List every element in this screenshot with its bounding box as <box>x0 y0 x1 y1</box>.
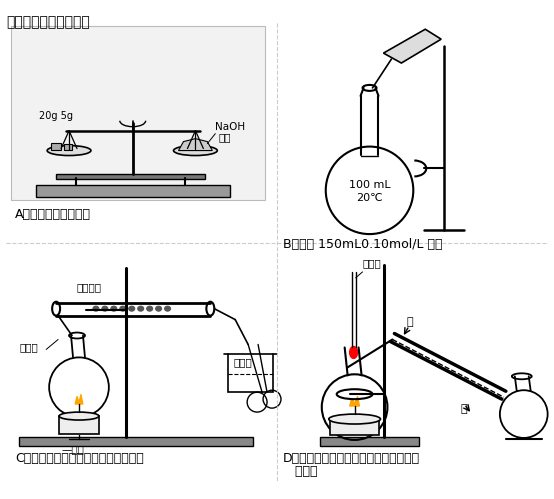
Text: 下列实验操作正确的是: 下列实验操作正确的是 <box>6 15 90 29</box>
Text: 还原铁粉: 还原铁粉 <box>76 282 101 292</box>
Bar <box>19 437 253 446</box>
Bar <box>36 185 230 197</box>
Bar <box>51 143 61 150</box>
Ellipse shape <box>47 146 91 156</box>
Text: NaOH: NaOH <box>216 122 245 132</box>
Bar <box>330 419 379 435</box>
Text: B．配制 150mL0.10mol/L 盐酸: B．配制 150mL0.10mol/L 盐酸 <box>283 238 443 251</box>
Ellipse shape <box>111 306 117 311</box>
Ellipse shape <box>350 346 357 358</box>
Text: 水: 水 <box>406 316 413 326</box>
Polygon shape <box>178 139 212 151</box>
Ellipse shape <box>120 306 126 311</box>
Bar <box>59 416 99 434</box>
Text: 肥皂液: 肥皂液 <box>233 357 252 367</box>
Text: 温度计: 温度计 <box>362 258 381 268</box>
Text: 混合物: 混合物 <box>283 465 317 478</box>
Ellipse shape <box>165 306 171 311</box>
Ellipse shape <box>329 414 381 424</box>
Bar <box>11 26 265 200</box>
Polygon shape <box>75 394 83 404</box>
Bar <box>228 354 273 392</box>
Ellipse shape <box>129 306 135 311</box>
Ellipse shape <box>147 306 152 311</box>
Ellipse shape <box>93 306 99 311</box>
Ellipse shape <box>138 306 143 311</box>
Text: 湿棉花: 湿棉花 <box>19 342 38 352</box>
Text: —火柴: —火柴 <box>61 444 84 454</box>
Text: D．分离两种互溶但沸点相差较大的液体: D．分离两种互溶但沸点相差较大的液体 <box>283 452 420 465</box>
Polygon shape <box>350 396 360 406</box>
Bar <box>320 437 419 446</box>
Ellipse shape <box>156 306 162 311</box>
Text: 100 mL: 100 mL <box>348 180 391 190</box>
Text: A．称量氢氧化钠固体: A．称量氢氧化钠固体 <box>16 208 91 221</box>
Ellipse shape <box>102 306 108 311</box>
Text: 20g 5g: 20g 5g <box>39 111 73 121</box>
Text: 水: 水 <box>461 404 468 414</box>
Bar <box>64 144 72 150</box>
Text: 20℃: 20℃ <box>356 193 383 203</box>
Polygon shape <box>383 29 441 63</box>
Text: 滤纸: 滤纸 <box>218 133 231 143</box>
Ellipse shape <box>173 146 217 156</box>
Bar <box>56 175 206 180</box>
Ellipse shape <box>59 412 99 420</box>
Text: C．检验铁粉与水蒸气反应产生的氢气: C．检验铁粉与水蒸气反应产生的氢气 <box>16 452 144 465</box>
